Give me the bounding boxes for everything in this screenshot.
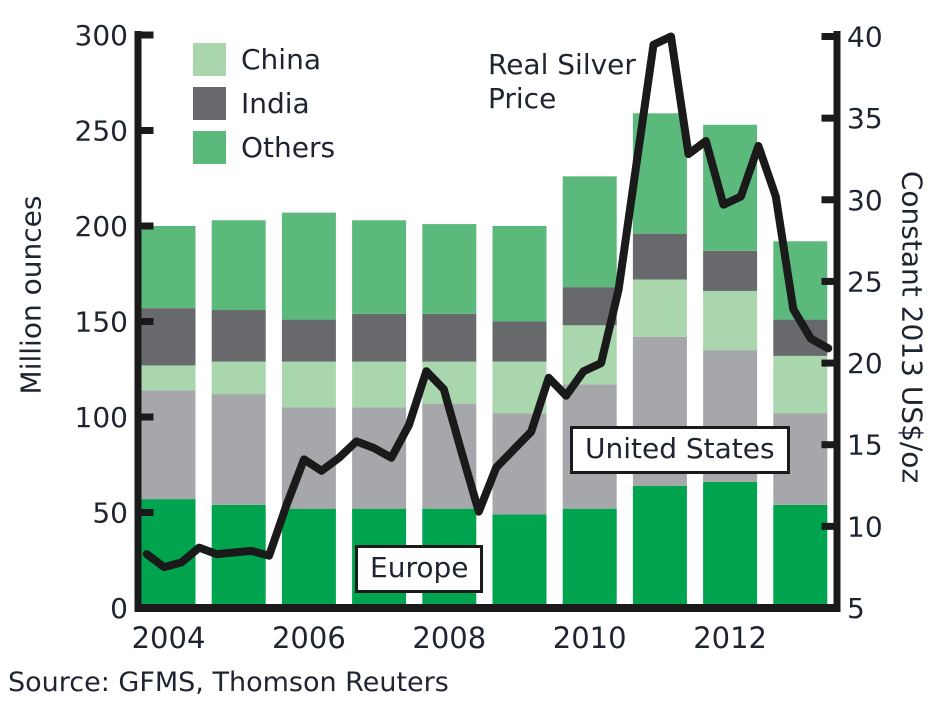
bar-segment-2012-china: [703, 290, 758, 351]
left-axis-title: Million ounces: [14, 195, 48, 395]
x-axis-tick-label-2008: 2008: [412, 621, 486, 655]
bar-segment-2012-europe: [703, 481, 758, 608]
bar-segment-2011-china: [632, 279, 687, 337]
bar-segment-2006-india: [281, 319, 336, 362]
x-axis-tick-label-2006: 2006: [272, 621, 346, 655]
left-tick-50: [134, 509, 154, 516]
bar-segment-2008-others: [422, 224, 477, 314]
legend-item-others: Others: [193, 131, 335, 164]
right-axis-tick-label-40: 40: [847, 21, 883, 54]
bar-segment-2006-china: [281, 361, 336, 408]
bar-segment-2006-europe: [281, 508, 336, 608]
right-axis-tick-label-25: 25: [847, 265, 883, 298]
legend-item-india: India: [193, 87, 310, 120]
right-axis-tick-label-20: 20: [847, 347, 883, 380]
united-states-label-box: United States: [570, 426, 790, 474]
left-axis-tick-label-50: 50: [92, 497, 128, 530]
right-axis-title: Constant 2013 US$/oz: [895, 170, 929, 484]
bar-segment-2004-others: [141, 226, 196, 309]
left-axis-tick-label-200: 200: [75, 210, 128, 243]
right-tick-40: [821, 33, 841, 40]
bar-segment-2012-india: [703, 250, 758, 291]
india-swatch-icon: [193, 87, 226, 120]
price-annotation-line1: Real Silver: [488, 48, 636, 81]
legend-label-china: China: [241, 43, 321, 76]
right-axis-tick-label-5: 5: [847, 592, 865, 625]
left-axis-tick-label-250: 250: [75, 115, 128, 148]
bar-segment-2005-united-states: [211, 394, 266, 505]
left-tick-150: [134, 318, 154, 325]
bar-segment-2010-others: [562, 176, 617, 288]
bottom-axis-line: [134, 604, 841, 612]
right-tick-5: [821, 604, 841, 612]
bar-segment-2011-india: [632, 233, 687, 280]
x-axis-tick-label-2010: 2010: [553, 621, 627, 655]
left-tick-200: [134, 222, 154, 230]
source-text: Source: GFMS, Thomson Reuters: [8, 667, 449, 698]
legend-item-china: China: [193, 43, 321, 76]
right-tick-15: [821, 441, 841, 449]
bar-segment-2004-united-states: [141, 390, 196, 500]
bar-segment-2007-india: [352, 313, 407, 362]
left-tick-100: [134, 413, 154, 421]
bar-segment-2010-europe: [562, 508, 617, 608]
axes-group: [134, 31, 841, 612]
bar-segment-2012-others: [703, 124, 758, 251]
bar-segment-2008-india: [422, 313, 477, 362]
left-axis-tick-label-100: 100: [75, 401, 128, 434]
right-tick-35: [821, 114, 841, 122]
price-line-group: [142, 32, 833, 572]
right-tick-25: [821, 277, 841, 285]
left-axis-tick-label-150: 150: [75, 306, 128, 339]
real-silver-price-annotation: Real Silver Price: [488, 48, 636, 116]
bar-segment-2013-china: [773, 355, 828, 414]
right-tick-30: [821, 196, 841, 204]
legend-label-india: India: [241, 87, 310, 120]
x-axis-tick-label-2012: 2012: [693, 621, 767, 655]
tick-labels-group: 0 50 100 150 200 250 300 5 10 15 20 25 30 35 40 2004 200…: [75, 19, 883, 655]
bar-segment-2011-europe: [632, 485, 687, 608]
right-tick-10: [821, 522, 841, 530]
bar-segment-2007-united-states: [352, 407, 407, 509]
bar-segment-2005-others: [211, 220, 266, 311]
bar-segment-2009-india: [492, 321, 547, 362]
left-tick-300: [134, 31, 154, 39]
left-tick-250: [134, 127, 154, 134]
bar-segment-2004-china: [141, 365, 196, 391]
bar-segment-2007-china: [352, 361, 407, 408]
bar-segment-2006-others: [281, 212, 336, 320]
silver-price-line: [142, 32, 833, 572]
others-swatch-icon: [193, 131, 226, 164]
bar-segment-2007-others: [352, 220, 407, 314]
bar-segment-2009-europe: [492, 514, 547, 608]
bar-segment-2004-india: [141, 308, 196, 366]
left-axis-tick-label-300: 300: [75, 19, 128, 52]
left-axis-tick-label-0: 0: [110, 592, 128, 625]
right-axis-tick-label-30: 30: [847, 184, 883, 217]
stacked-bars-group: [141, 113, 828, 608]
x-axis-tick-label-2004: 2004: [132, 621, 206, 655]
bar-segment-2005-china: [211, 361, 266, 395]
right-axis-tick-label-10: 10: [847, 510, 883, 543]
bar-segment-2005-india: [211, 310, 266, 362]
bar-segment-2009-others: [492, 226, 547, 322]
right-tick-20: [821, 359, 841, 367]
legend-label-others: Others: [241, 131, 336, 164]
europe-label-box: Europe: [355, 545, 484, 593]
left-tick-0: [134, 604, 154, 612]
right-axis-line: [833, 31, 841, 612]
china-swatch-icon: [193, 43, 226, 76]
right-axis-tick-label-35: 35: [847, 102, 883, 135]
right-axis-tick-label-15: 15: [847, 429, 883, 462]
bar-segment-2013-europe: [773, 504, 828, 608]
price-annotation-line2: Price: [488, 82, 557, 115]
